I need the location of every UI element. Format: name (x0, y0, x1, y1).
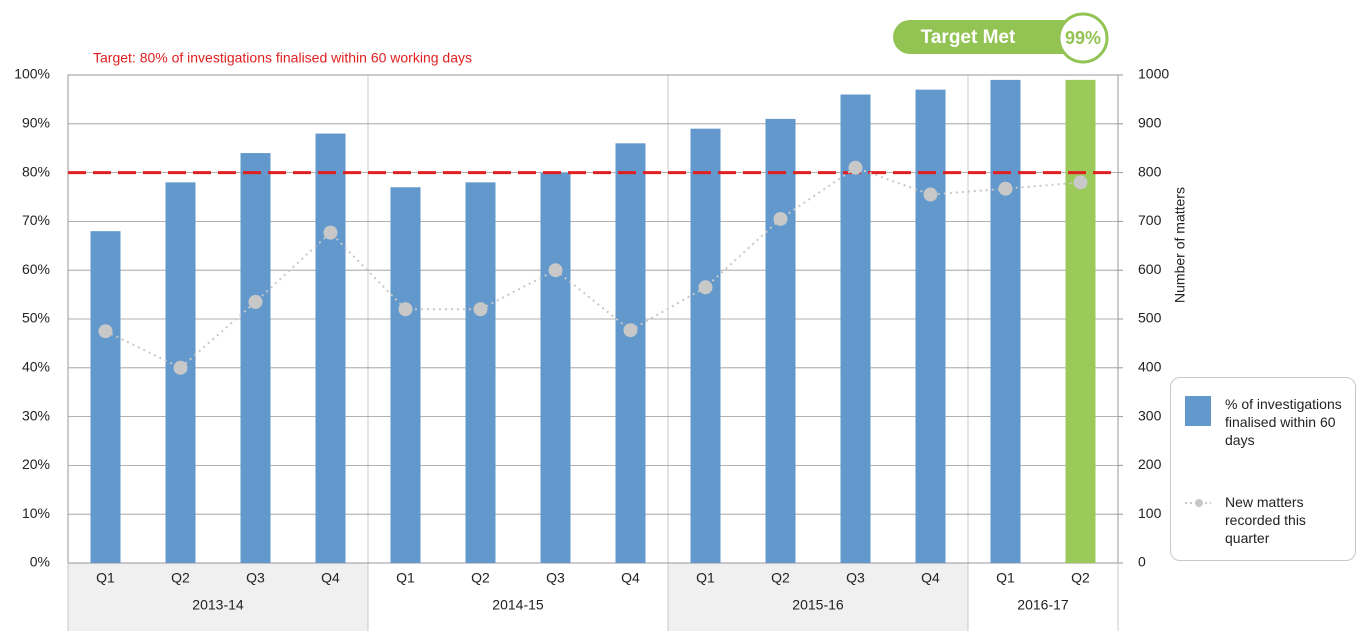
legend-swatches (1185, 396, 1211, 507)
badge-circle (1057, 12, 1109, 64)
marker (848, 160, 863, 175)
y-tick-label: 60% (22, 261, 50, 277)
x-tick-label: Q4 (921, 570, 940, 586)
x-tick-label: Q1 (996, 570, 1015, 586)
y-tick-label: 70% (22, 212, 50, 228)
bar (390, 187, 421, 564)
y-tick-label: 40% (22, 359, 50, 375)
y-tick-label: 30% (22, 407, 50, 423)
bar (465, 182, 496, 564)
y2-tick-label: 400 (1138, 359, 1162, 375)
group-label: 2016-17 (1017, 597, 1069, 613)
marker (473, 302, 488, 317)
group-label: 2014-15 (492, 597, 544, 613)
legend-label: New matters recorded this quarter (1225, 494, 1306, 546)
bar (915, 89, 946, 563)
y2-tick-label: 200 (1138, 456, 1162, 472)
marker (398, 302, 413, 317)
y2-tick-label: 300 (1138, 407, 1162, 423)
x-tick-label: Q1 (396, 570, 415, 586)
marker (173, 360, 188, 375)
bar (240, 153, 271, 563)
y2-tick-label: 500 (1138, 310, 1162, 326)
legend-label: % of investigations finalised within 60 … (1225, 396, 1342, 448)
y2-tick-label: 700 (1138, 212, 1162, 228)
marker (248, 294, 263, 309)
marker (923, 187, 938, 202)
x-tick-label: Q2 (471, 570, 490, 586)
bar (615, 143, 646, 563)
group-background (668, 563, 968, 631)
badge-value: 99% (1065, 28, 1101, 48)
y-tick-label: 50% (22, 310, 50, 326)
bar (90, 231, 121, 563)
x-tick-label: Q3 (546, 570, 565, 586)
legend: % of investigations finalised within 60 … (1170, 377, 1356, 561)
x-tick-label: Q3 (246, 570, 265, 586)
y2-tick-label: 0 (1138, 554, 1146, 570)
y2-tick-label: 800 (1138, 163, 1162, 179)
x-tick-label: Q2 (171, 570, 190, 586)
x-tick-label: Q4 (321, 570, 340, 586)
y-tick-label: 80% (22, 163, 50, 179)
target-label: Target: 80% of investigations finalised … (93, 50, 472, 66)
bar (765, 118, 796, 564)
y-tick-label: 100% (14, 66, 50, 82)
x-tick-label: Q4 (621, 570, 640, 586)
bar (690, 128, 721, 563)
x-tick-label: Q2 (1071, 570, 1090, 586)
y-tick-label: 10% (22, 505, 50, 521)
group-background (68, 563, 368, 631)
bar (540, 172, 571, 563)
marker (98, 324, 113, 339)
bar (1065, 79, 1096, 563)
y2-tick-label: 1000 (1138, 66, 1169, 82)
marker (698, 280, 713, 295)
y2-axis-title: Number of matters (1172, 187, 1188, 303)
x-tick-label: Q1 (96, 570, 115, 586)
line (105, 166, 1081, 369)
marker (548, 263, 563, 278)
marker (1073, 175, 1088, 190)
bar (990, 79, 1021, 563)
badge-text: Target Met (921, 27, 1016, 48)
y2-tick-label: 900 (1138, 115, 1162, 131)
y2-tick-label: 100 (1138, 505, 1162, 521)
group-label: 2013-14 (192, 597, 244, 613)
y-tick-label: 20% (22, 456, 50, 472)
y-tick-label: 0% (30, 554, 50, 570)
plot-border (67, 74, 1119, 564)
x-tick-label: Q1 (696, 570, 715, 586)
x-tick-label: Q2 (771, 570, 790, 586)
x-tick-label: Q3 (846, 570, 865, 586)
marker (323, 225, 338, 240)
legend-swatch-bar (1185, 396, 1211, 426)
y-tick-label: 90% (22, 115, 50, 131)
badge-pill (893, 20, 1083, 54)
marker (623, 323, 638, 338)
marker (998, 181, 1013, 196)
bar (315, 133, 346, 563)
marker (773, 211, 788, 226)
legend-swatch-marker (1195, 499, 1203, 507)
y2-tick-label: 600 (1138, 261, 1162, 277)
group-label: 2015-16 (792, 597, 844, 613)
